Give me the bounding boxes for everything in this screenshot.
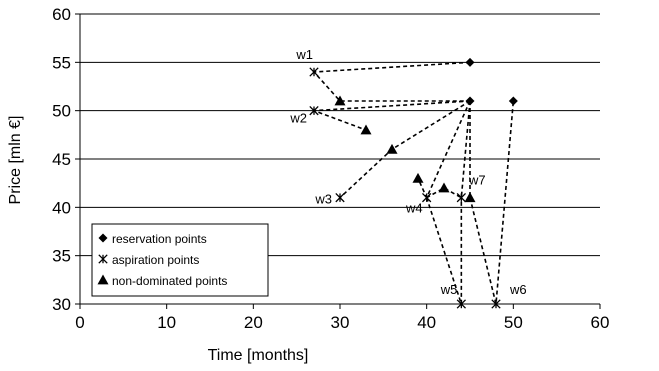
- y-tick-label: 45: [52, 150, 71, 169]
- legend-item-aspiration-point: aspiration points: [112, 253, 199, 267]
- non-dominated-point: [334, 95, 346, 106]
- point-label-w2: w2: [289, 111, 307, 126]
- y-axis-title: Price [mln €]: [7, 116, 24, 205]
- x-tick-label: 20: [244, 313, 263, 332]
- y-tick-label: 35: [52, 247, 71, 266]
- reservation-point: [508, 96, 518, 106]
- point-label-w4: w4: [405, 201, 423, 216]
- x-tick-label: 60: [591, 313, 610, 332]
- non-dominated-point: [464, 192, 476, 203]
- non-dominated-point: [412, 172, 424, 183]
- x-axis-title: Time [months]: [208, 347, 309, 364]
- x-tick-label: 40: [417, 313, 436, 332]
- point-label-w7: w7: [468, 173, 486, 188]
- point-label-w5: w5: [440, 282, 458, 297]
- dashed-path: [312, 61, 471, 102]
- dashed-path: [469, 100, 515, 305]
- x-tick-label: 10: [157, 313, 176, 332]
- aspiration-point: [456, 193, 466, 203]
- y-tick-label: 40: [52, 198, 71, 217]
- aspiration-point: [309, 67, 319, 77]
- legend-item-non-dominated-point: non-dominated points: [112, 274, 227, 288]
- dashed-path: [425, 197, 463, 305]
- axes: [75, 13, 601, 309]
- data-points: [309, 57, 518, 309]
- y-tick-label: 50: [52, 102, 71, 121]
- non-dominated-point: [386, 143, 398, 154]
- x-tick-label: 0: [75, 313, 84, 332]
- tick-labels: 0 10 20 30 40 50 60 30 35 40 45 50 55 60: [52, 5, 609, 332]
- legend-item-reservation-point: reservation points: [112, 232, 207, 246]
- y-tick-label: 30: [52, 295, 71, 314]
- legend-box: [91, 223, 269, 297]
- aspiration-point: [456, 299, 466, 309]
- y-tick-label: 60: [52, 5, 71, 24]
- x-tick-label: 30: [331, 313, 350, 332]
- legend-marker-reservation-point: [98, 233, 108, 243]
- non-dominated-point: [360, 124, 372, 135]
- legend-marker-aspiration-point: [98, 254, 108, 264]
- x-tick-label: 50: [504, 313, 523, 332]
- point-label-w3: w3: [314, 192, 332, 207]
- non-dominated-point: [438, 182, 450, 193]
- point-label-w6: w6: [509, 282, 527, 297]
- aspiration-point: [309, 106, 319, 116]
- legend-marker-non-dominated-point: [97, 274, 109, 285]
- aspiration-point: [335, 193, 345, 203]
- aspiration-point: [491, 299, 501, 309]
- legend: reservation points aspiration points non-d…: [91, 223, 269, 297]
- reservation-point: [465, 57, 475, 67]
- reservation-point: [465, 96, 475, 106]
- aspiration-point: [422, 193, 432, 203]
- dashed-path: [339, 100, 471, 199]
- point-labels: w1 w2 w3 w4 w5 w6 w7: [289, 47, 526, 297]
- point-label-w1: w1: [295, 47, 313, 62]
- y-tick-label: 55: [52, 53, 71, 72]
- dashed-path: [426, 100, 471, 199]
